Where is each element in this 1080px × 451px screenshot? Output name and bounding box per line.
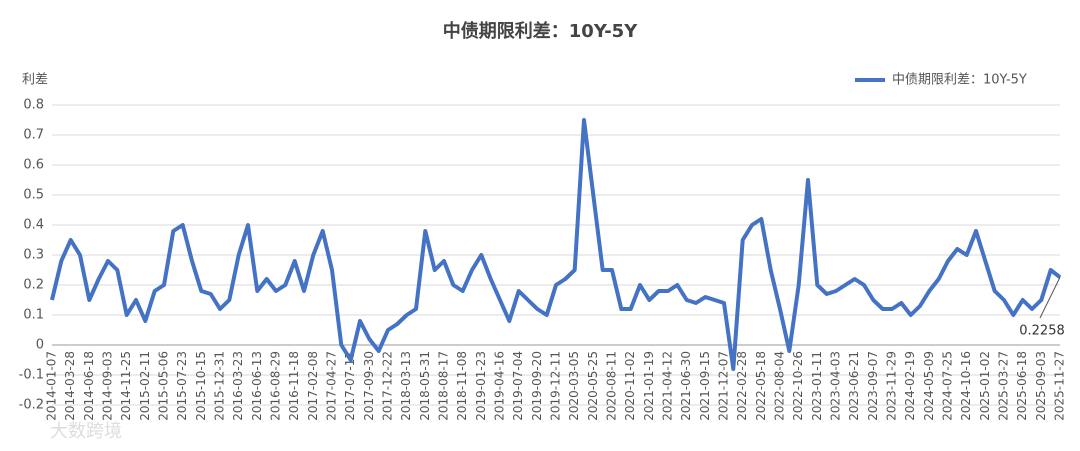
x-tick-label: 2024-10-16 xyxy=(959,351,973,421)
x-tick-label: 2025-09-03 xyxy=(1034,351,1048,421)
x-tick-label: 2018-08-17 xyxy=(437,351,451,421)
x-tick-label: 2015-10-15 xyxy=(194,351,208,421)
x-tick-label: 2016-06-13 xyxy=(250,351,264,421)
watermark: 大数跨境 xyxy=(50,421,122,442)
x-tick-label: 2016-08-29 xyxy=(269,351,283,421)
x-tick-label: 2014-06-18 xyxy=(82,351,96,421)
legend-label: 中债期限利差：10Y-5Y xyxy=(892,73,1027,88)
y-tick-label: 0.8 xyxy=(23,98,44,113)
annotation-leader xyxy=(1039,277,1061,319)
x-tick-label: 2014-11-25 xyxy=(119,351,133,421)
x-tick-label: 2025-06-18 xyxy=(1015,351,1029,421)
y-tick-label: 0.3 xyxy=(23,248,44,263)
x-tick-label: 2014-03-28 xyxy=(63,351,77,421)
x-tick-label: 2017-04-27 xyxy=(325,351,339,421)
x-tick-label: 2017-02-08 xyxy=(306,351,320,421)
x-tick-label: 2020-08-11 xyxy=(605,351,619,421)
x-tick-label: 2021-01-19 xyxy=(642,351,656,421)
x-tick-label: 2019-01-23 xyxy=(474,351,488,421)
x-tick-label: 2015-07-23 xyxy=(175,351,189,421)
x-tick-label: 2021-04-12 xyxy=(661,351,675,421)
x-tick-label: 2021-06-30 xyxy=(679,351,693,421)
x-tick-label: 2021-09-15 xyxy=(698,351,712,421)
x-tick-label: 2019-12-11 xyxy=(549,351,563,421)
x-tick-label: 2023-11-29 xyxy=(885,351,899,421)
x-tick-label: 2025-03-27 xyxy=(997,351,1011,421)
x-tick-label: 2024-05-09 xyxy=(922,351,936,421)
x-tick-label: 2025-01-02 xyxy=(978,351,992,421)
y-tick-label: -0.1 xyxy=(19,368,44,383)
x-tick-label: 2020-11-02 xyxy=(623,351,637,421)
x-tick-label: 2020-03-05 xyxy=(567,351,581,421)
x-tick-label: 2023-06-21 xyxy=(847,351,861,421)
x-tick-label: 2014-09-03 xyxy=(101,351,115,421)
x-tick-label: 2017-12-22 xyxy=(381,351,395,421)
data-label: 0.2258 xyxy=(1019,324,1065,339)
y-tick-label: 0 xyxy=(36,338,44,353)
x-tick-label: 2018-03-13 xyxy=(399,351,413,421)
x-tick-label: 2017-09-30 xyxy=(362,351,376,421)
x-tick-label: 2014-01-07 xyxy=(45,351,59,421)
y-axis-label: 利差 xyxy=(22,73,48,88)
y-tick-label: -0.2 xyxy=(19,398,44,413)
x-tick-label: 2019-07-04 xyxy=(511,351,525,421)
x-tick-label: 2019-09-20 xyxy=(530,351,544,421)
y-tick-label: 0.2 xyxy=(23,278,44,293)
x-tick-label: 2021-12-07 xyxy=(717,351,731,421)
y-tick-label: 0.6 xyxy=(23,158,44,173)
y-tick-label: 0.5 xyxy=(23,188,44,203)
chart-title: 中债期限利差：10Y-5Y xyxy=(443,20,638,42)
x-tick-label: 2023-01-11 xyxy=(810,351,824,421)
x-tick-label: 2022-02-28 xyxy=(735,351,749,421)
x-tick-label: 2024-07-25 xyxy=(941,351,955,421)
x-tick-label: 2024-02-19 xyxy=(903,351,917,421)
x-tick-label: 2020-05-25 xyxy=(586,351,600,421)
x-tick-label: 2018-05-31 xyxy=(418,351,432,421)
x-tick-label: 2016-11-18 xyxy=(287,351,301,421)
y-tick-label: 0.1 xyxy=(23,308,44,323)
x-tick-label: 2015-12-31 xyxy=(213,351,227,421)
x-tick-label: 2023-04-03 xyxy=(829,351,843,421)
x-tick-label: 2017-07-17 xyxy=(343,351,357,421)
series-line xyxy=(50,118,1062,371)
x-tick-label: 2015-05-06 xyxy=(157,351,171,421)
x-tick-label: 2018-11-08 xyxy=(455,351,469,421)
x-tick-label: 2015-02-11 xyxy=(138,351,152,421)
y-tick-label: 0.7 xyxy=(23,128,44,143)
x-tick-label: 2022-10-26 xyxy=(791,351,805,421)
x-tick-label: 2025-11-27 xyxy=(1053,351,1067,421)
y-tick-label: 0.4 xyxy=(23,218,44,233)
x-tick-label: 2016-03-23 xyxy=(231,351,245,421)
x-tick-label: 2019-04-16 xyxy=(493,351,507,421)
x-tick-label: 2022-05-18 xyxy=(754,351,768,421)
x-tick-label: 2022-08-04 xyxy=(773,351,787,421)
x-tick-label: 2023-09-07 xyxy=(866,351,880,421)
